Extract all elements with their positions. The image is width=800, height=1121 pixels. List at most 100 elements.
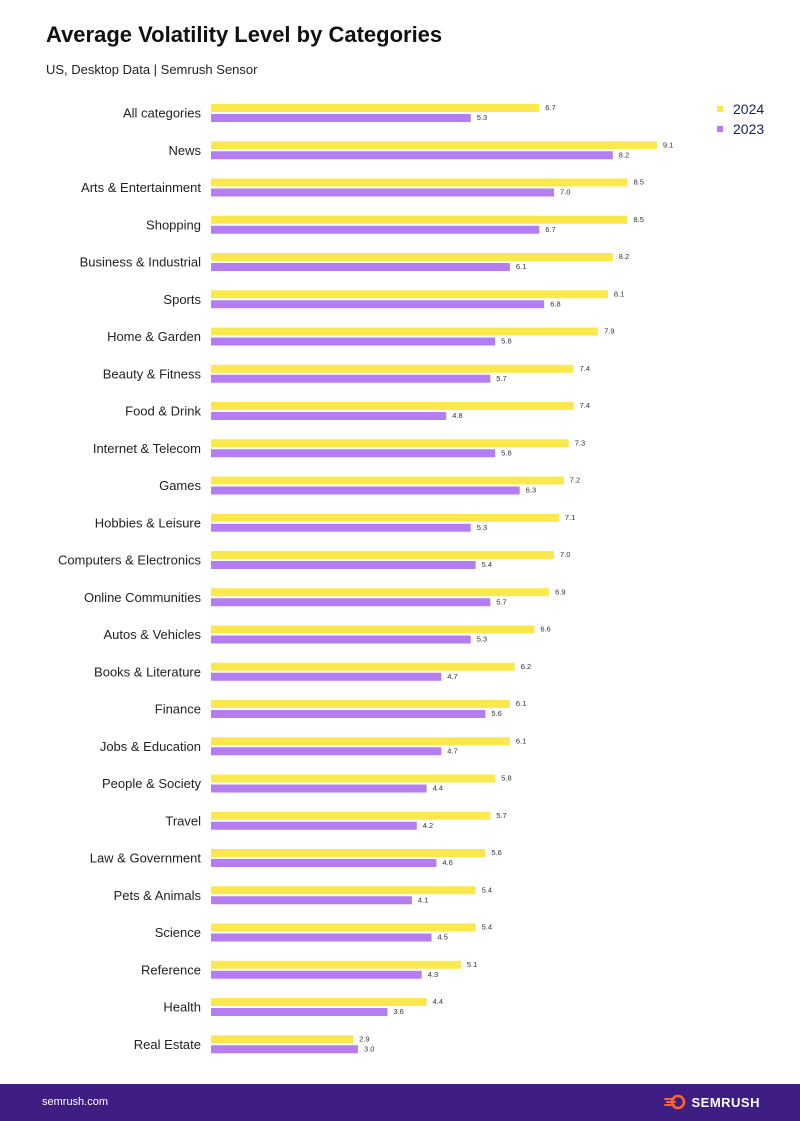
bar-2024 bbox=[211, 513, 559, 522]
bar-2024 bbox=[211, 476, 564, 485]
data-label-2024: 7.3 bbox=[575, 438, 585, 447]
data-label-2023: 6.3 bbox=[526, 486, 536, 495]
bar-2023 bbox=[211, 449, 496, 458]
category-label: Online Communities bbox=[84, 590, 202, 605]
category-row-home-and-garden: Home & Garden 7.9 5.8 bbox=[107, 327, 615, 346]
bar-2024 bbox=[211, 700, 510, 708]
data-label-2023: 6.7 bbox=[545, 225, 555, 234]
bar-chart: All categories 6.7 5.3 News 9.1 8.2 Arts & Ent… bbox=[58, 103, 673, 1054]
data-label-2024: 7.4 bbox=[580, 364, 590, 373]
data-label-2023: 6.8 bbox=[550, 299, 560, 308]
category-row-books-and-literature: Books & Literature 6.2 4.7 bbox=[94, 662, 531, 681]
data-label-2024: 6.2 bbox=[521, 662, 531, 671]
data-label-2024: 6.7 bbox=[545, 103, 555, 112]
category-row-finance: Finance 6.1 5.6 bbox=[155, 699, 526, 718]
bar-2023 bbox=[211, 970, 422, 979]
category-row-reference: Reference 5.1 4.3 bbox=[141, 960, 477, 979]
bar-2024 bbox=[211, 886, 476, 895]
category-label: All categories bbox=[123, 106, 202, 121]
data-label-2024: 9.1 bbox=[663, 140, 673, 149]
bar-2023 bbox=[211, 300, 545, 309]
category-label: Law & Government bbox=[90, 851, 202, 866]
bar-2023 bbox=[211, 710, 486, 718]
data-label-2023: 4.1 bbox=[418, 895, 428, 904]
category-label: Arts & Entertainment bbox=[81, 180, 201, 195]
category-label: People & Society bbox=[102, 776, 202, 791]
bar-2024 bbox=[211, 774, 496, 783]
bar-2024 bbox=[211, 364, 574, 373]
data-label-2023: 6.1 bbox=[516, 262, 526, 271]
bar-2023 bbox=[211, 114, 471, 122]
data-label-2023: 5.3 bbox=[477, 635, 487, 644]
category-label: Health bbox=[163, 1000, 201, 1015]
category-label: News bbox=[168, 143, 201, 158]
data-label-2023: 5.6 bbox=[491, 709, 501, 718]
data-label-2024: 8.5 bbox=[634, 215, 644, 224]
category-row-all-categories: All categories 6.7 5.3 bbox=[123, 103, 556, 122]
bar-2024 bbox=[211, 327, 599, 336]
data-label-2024: 7.4 bbox=[580, 401, 590, 410]
category-label: Travel bbox=[165, 813, 201, 828]
bar-2023 bbox=[211, 859, 437, 867]
category-row-autos-and-vehicles: Autos & Vehicles 6.6 5.3 bbox=[103, 625, 551, 644]
legend-label-2023: 2023 bbox=[733, 121, 765, 137]
data-label-2023: 3.6 bbox=[393, 1007, 403, 1016]
data-label-2023: 7.0 bbox=[560, 188, 570, 197]
legend-swatch-2024 bbox=[717, 106, 723, 112]
category-row-online-communities: Online Communities 6.9 5.7 bbox=[84, 587, 566, 607]
bar-2023 bbox=[211, 1008, 388, 1016]
category-label: Books & Literature bbox=[94, 664, 201, 679]
category-row-beauty-and-fitness: Beauty & Fitness 7.4 5.7 bbox=[103, 364, 590, 383]
category-label: Internet & Telecom bbox=[93, 441, 201, 456]
category-label: Science bbox=[155, 925, 201, 940]
category-label: Computers & Electronics bbox=[58, 553, 202, 568]
bar-2024 bbox=[211, 625, 535, 634]
bar-2024 bbox=[211, 960, 461, 969]
category-row-jobs-and-education: Jobs & Education 6.1 4.7 bbox=[100, 736, 526, 756]
category-label: Business & Industrial bbox=[80, 255, 202, 270]
bar-2024 bbox=[211, 849, 486, 857]
data-label-2023: 4.4 bbox=[433, 784, 443, 793]
data-label-2024: 5.4 bbox=[482, 885, 492, 894]
bar-2024 bbox=[211, 998, 427, 1006]
category-row-real-estate: Real Estate 2.93.0 bbox=[134, 1034, 374, 1054]
bar-2024 bbox=[211, 215, 628, 224]
bar-2024 bbox=[211, 290, 608, 299]
bar-2023 bbox=[211, 821, 417, 830]
data-label-2023: 5.7 bbox=[496, 597, 506, 606]
category-row-computers-and-electronics: Computers & Electronics 7.0 5.4 bbox=[58, 550, 570, 569]
data-label-2023: 5.4 bbox=[482, 560, 492, 569]
category-label: Sports bbox=[163, 292, 201, 307]
bar-2024 bbox=[211, 737, 510, 746]
data-label-2023: 4.5 bbox=[438, 933, 448, 942]
bar-2024 bbox=[211, 811, 491, 820]
data-label-2023: 4.7 bbox=[447, 672, 457, 681]
data-label-2024: 5.4 bbox=[482, 923, 492, 932]
bar-2023 bbox=[211, 374, 491, 383]
data-label-2024: 7.2 bbox=[570, 476, 580, 485]
bar-2024 bbox=[211, 141, 657, 150]
data-label-2024: 7.9 bbox=[604, 327, 614, 336]
data-label-2024: 8.2 bbox=[619, 252, 629, 261]
bar-2023 bbox=[211, 672, 442, 681]
semrush-logo[interactable]: SEMRUSH bbox=[664, 1094, 760, 1110]
bar-2023 bbox=[211, 412, 447, 420]
category-label: Reference bbox=[141, 962, 201, 977]
category-label: Autos & Vehicles bbox=[103, 627, 201, 642]
legend-swatch-2023 bbox=[717, 126, 723, 132]
footer-url-link[interactable]: semrush.com bbox=[42, 1096, 109, 1108]
data-label-2023: 5.3 bbox=[477, 523, 487, 532]
data-label-2024: 6.1 bbox=[516, 736, 526, 745]
category-label: Jobs & Education bbox=[100, 739, 201, 754]
data-label-2023: 5.7 bbox=[496, 374, 506, 383]
category-row-people-and-society: People & Society 5.8 4.4 bbox=[102, 774, 512, 793]
bar-2024 bbox=[211, 1035, 354, 1044]
bar-2024 bbox=[211, 662, 515, 671]
data-label-2024: 5.8 bbox=[501, 774, 511, 783]
data-label-2023: 4.7 bbox=[447, 746, 457, 755]
category-row-health: Health 4.4 3.6 bbox=[163, 997, 443, 1016]
category-row-pets-and-animals: Pets & Animals 5.4 4.1 bbox=[114, 885, 492, 905]
data-label-2024: 6.6 bbox=[540, 625, 550, 634]
data-label-2023: 5.8 bbox=[501, 448, 511, 457]
data-label-2024: 7.1 bbox=[565, 513, 575, 522]
